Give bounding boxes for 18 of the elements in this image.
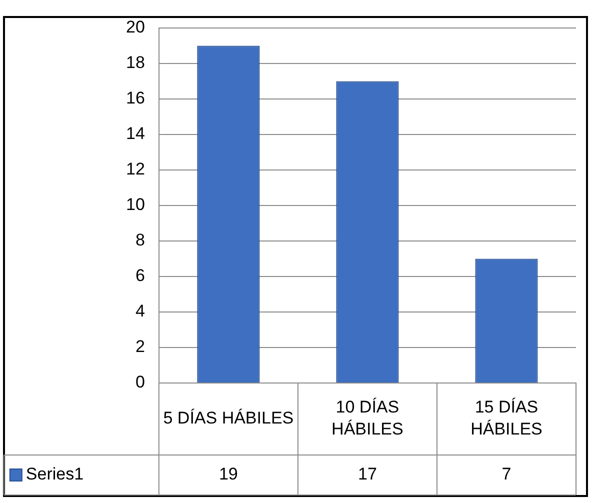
- y-tick-label: 6: [135, 266, 145, 286]
- x-tick-label: 10 DÍAS HÁBILES: [332, 398, 404, 439]
- x-tick-label: 5 DÍAS HÁBILES: [163, 408, 294, 428]
- x-tick-label: 15 DÍAS HÁBILES: [470, 398, 542, 439]
- y-tick-label: 4: [135, 302, 145, 321]
- y-tick-label: 14: [126, 124, 145, 144]
- y-tick-label: 10: [126, 195, 145, 214]
- data-label: 17: [358, 464, 377, 484]
- y-tick-label: 18: [126, 53, 145, 72]
- legend-label: Series1: [26, 464, 84, 484]
- data-label: 7: [502, 464, 512, 484]
- y-tick-label: 12: [126, 160, 145, 179]
- y-tick-label: 8: [135, 230, 145, 250]
- y-tick-label: 0: [135, 372, 145, 392]
- y-tick-label: 2: [135, 337, 145, 356]
- data-label: 19: [218, 464, 238, 484]
- y-tick-label: 16: [126, 88, 145, 108]
- y-tick-label: 20: [126, 18, 145, 37]
